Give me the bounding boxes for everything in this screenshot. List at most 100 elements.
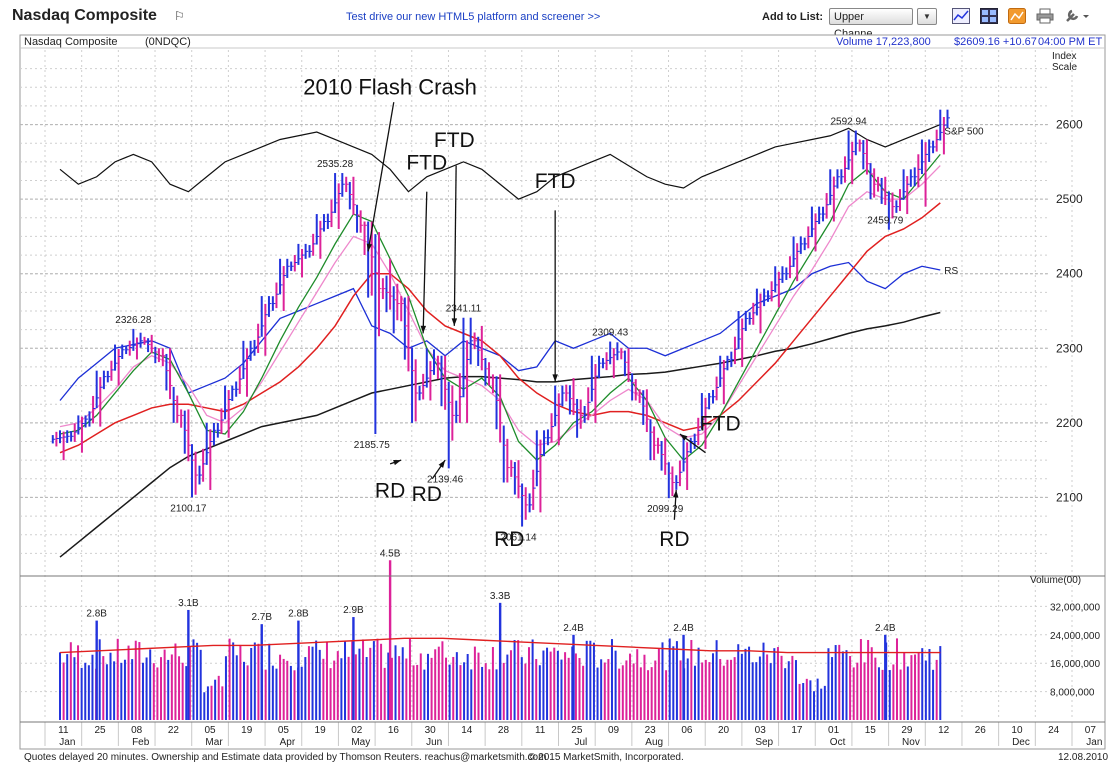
volume-bar — [387, 652, 390, 720]
x-tick-label: 17 — [791, 725, 803, 736]
volume-bar — [618, 668, 621, 720]
volume-bar — [932, 669, 935, 720]
volume-bar — [264, 669, 267, 720]
price-label: 2139.46 — [427, 474, 464, 485]
price-tick-label: 2200 — [1056, 416, 1083, 430]
grid-layout-icon[interactable] — [980, 8, 998, 24]
volume-bar — [351, 641, 354, 720]
volume-bar — [567, 657, 570, 720]
volume-bar — [300, 666, 303, 720]
volume-spike-bar — [498, 602, 502, 720]
flag-icon[interactable]: ⚐ — [174, 9, 185, 23]
volume-bar — [852, 667, 855, 720]
chevron-down-icon[interactable]: ▼ — [917, 8, 937, 25]
volume-bar — [639, 667, 642, 720]
x-month-label: Mar — [205, 737, 223, 748]
volume-bar — [603, 662, 606, 720]
price-label: 2535.28 — [317, 159, 354, 170]
volume-bar — [758, 656, 761, 720]
x-tick-label: 16 — [388, 725, 400, 736]
x-month-label: Oct — [830, 737, 846, 748]
volume-bar — [336, 651, 339, 720]
volume-bar — [66, 654, 69, 720]
volume-label: 2.9B — [343, 605, 364, 616]
x-month-label: Jul — [574, 737, 587, 748]
volume-bar — [726, 659, 729, 720]
x-tick-label: 02 — [351, 725, 363, 736]
volume-label: 2.8B — [86, 609, 107, 620]
volume-bar — [120, 662, 123, 720]
x-month-label: Apr — [280, 737, 296, 748]
volume-bar — [109, 652, 112, 720]
volume-bar — [647, 670, 650, 720]
volume-bar — [84, 662, 87, 720]
volume-bar — [632, 663, 635, 720]
volume-bar — [719, 659, 722, 720]
x-month-label: Jun — [426, 737, 442, 748]
list-select[interactable]: Upper Channe... — [829, 8, 913, 40]
wrench-icon[interactable] — [1064, 8, 1090, 24]
volume-bar — [773, 648, 776, 720]
volume-bar — [188, 645, 191, 720]
volume-bar — [899, 669, 902, 720]
volume-bar — [668, 638, 671, 720]
price-tick-label: 2600 — [1056, 118, 1083, 132]
x-month-label: Aug — [645, 737, 663, 748]
volume-bar — [77, 645, 80, 720]
volume-bar — [181, 662, 184, 720]
volume-bar — [448, 664, 451, 720]
rss-icon[interactable] — [1008, 8, 1026, 24]
volume-bar — [610, 639, 613, 720]
volume-bar — [711, 653, 714, 720]
ftd-arrow-head — [451, 318, 458, 326]
volume-bar — [206, 686, 209, 720]
volume-bar — [210, 685, 213, 720]
volume-bar — [271, 665, 274, 720]
x-tick-label: 23 — [645, 725, 657, 736]
x-tick-label: 25 — [571, 725, 583, 736]
volume-bar — [354, 654, 357, 720]
x-tick-label: 01 — [828, 725, 840, 736]
volume-bar — [380, 643, 383, 720]
volume-bar — [517, 640, 520, 720]
annotation-text: RD — [412, 483, 442, 506]
volume-bar — [859, 639, 862, 720]
volume-bar — [513, 640, 516, 720]
x-tick-label: 05 — [204, 725, 216, 736]
volume-bar — [344, 641, 347, 720]
price-label: 2592.94 — [831, 117, 868, 128]
index-scale-label: Index — [1052, 51, 1076, 62]
price-label: 2061.14 — [500, 533, 537, 544]
volume-bar — [650, 667, 653, 720]
volume-bar — [477, 652, 480, 720]
volume-bars: 2.8B 3.1B 2.7B 2.8B 2.9B 4.5B 3.3B 2.4B 2.4B 2.4B — [59, 548, 942, 720]
volume-bar — [394, 645, 397, 720]
volume-bar — [509, 650, 512, 720]
index-scale-label-2: Scale — [1052, 62, 1077, 73]
volume-bar — [423, 669, 426, 720]
add-to-list-label: Add to List: — [762, 11, 824, 23]
volume-bar — [769, 663, 772, 720]
volume-spike-bar — [352, 617, 355, 720]
volume-bar — [224, 656, 227, 720]
top-toolbar: Nasdaq Composite ⚐ Test drive our new HT… — [0, 0, 1113, 40]
price-label: 2185.75 — [354, 440, 391, 451]
volume-label: 4.5B — [380, 548, 401, 559]
volume-bar — [275, 668, 278, 720]
volume-bar — [614, 650, 617, 720]
footer-copyright: © 2015 MarketSmith, Incorporated. — [528, 752, 684, 763]
volume-bar — [315, 640, 318, 720]
volume-bar — [178, 656, 181, 720]
x-tick-label: 24 — [1048, 725, 1060, 736]
volume-bar — [347, 656, 350, 720]
footer-disclaimer: Quotes delayed 20 minutes. Ownership and… — [24, 752, 546, 763]
x-tick-label: 07 — [1085, 725, 1097, 736]
volume-bar — [776, 647, 779, 720]
volume-bar — [217, 675, 220, 720]
x-tick-label: 22 — [168, 725, 180, 736]
html5-promo-link[interactable]: Test drive our new HTML5 platform and sc… — [346, 11, 601, 23]
sp500-line — [59, 124, 941, 200]
volume-bar — [600, 659, 603, 720]
line-chart-icon[interactable] — [952, 8, 970, 24]
print-icon[interactable] — [1036, 8, 1054, 24]
